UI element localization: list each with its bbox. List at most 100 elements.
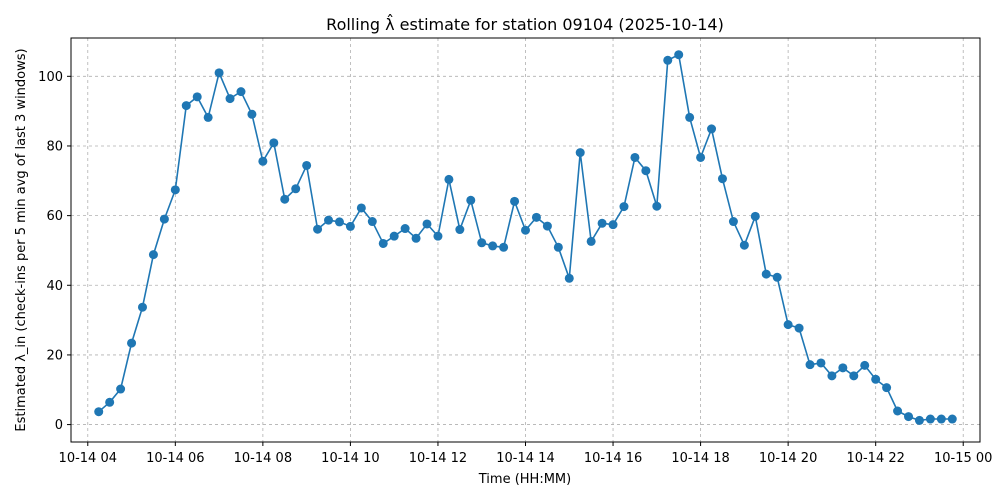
data-point <box>652 201 662 211</box>
data-point <box>630 152 640 162</box>
data-point <box>105 397 115 407</box>
x-tick-label: 10-14 10 <box>321 451 379 466</box>
data-points <box>94 50 957 425</box>
x-axis-label: Time (HH:MM) <box>478 472 571 487</box>
data-point <box>170 185 180 195</box>
data-point <box>674 50 684 60</box>
data-point <box>313 224 323 234</box>
data-point <box>499 242 509 252</box>
data-point <box>827 371 837 381</box>
y-tick-label: 60 <box>46 209 63 224</box>
data-point <box>225 94 235 104</box>
data-point <box>269 138 279 148</box>
data-point <box>772 272 782 282</box>
data-point <box>181 101 191 111</box>
x-tick-label: 10-14 04 <box>59 451 117 466</box>
data-point <box>750 211 760 221</box>
data-point <box>816 358 826 368</box>
data-point <box>324 215 334 225</box>
data-point <box>904 412 914 422</box>
data-point <box>728 217 738 227</box>
data-point <box>411 233 421 243</box>
data-point <box>575 148 585 158</box>
data-point <box>400 224 410 234</box>
data-point <box>258 156 268 166</box>
data-point <box>586 236 596 246</box>
x-tick-label: 10-14 14 <box>496 451 554 466</box>
x-tick-label: 10-14 18 <box>671 451 729 466</box>
data-point <box>761 269 771 279</box>
data-point <box>444 174 454 184</box>
data-point <box>477 238 487 248</box>
x-tick-label: 10-14 12 <box>409 451 467 466</box>
data-point <box>871 374 881 384</box>
data-point <box>619 202 629 212</box>
data-point <box>641 166 651 176</box>
data-point <box>925 414 935 424</box>
data-point <box>860 360 870 370</box>
x-tick-label: 10-14 08 <box>234 451 292 466</box>
data-point <box>466 195 476 205</box>
data-point <box>608 220 618 230</box>
data-point <box>334 217 344 227</box>
grid <box>71 38 980 442</box>
data-point <box>356 203 366 213</box>
data-point <box>116 384 126 394</box>
data-point <box>531 212 541 222</box>
data-point <box>510 196 520 206</box>
data-point <box>203 112 213 122</box>
chart-title: Rolling λ̂ estimate for station 09104 (2… <box>326 14 724 34</box>
data-point <box>739 240 749 250</box>
data-point <box>707 124 717 134</box>
data-point <box>378 238 388 248</box>
data-point <box>663 55 673 65</box>
data-point <box>805 360 815 370</box>
x-tick-label: 10-14 20 <box>759 451 817 466</box>
data-point <box>521 225 530 235</box>
data-point <box>422 219 432 229</box>
data-point <box>433 231 443 241</box>
y-tick-label: 20 <box>46 348 63 363</box>
data-point <box>794 323 804 333</box>
data-point <box>914 415 924 425</box>
data-point <box>947 414 957 424</box>
data-point <box>302 160 312 170</box>
y-tick-label: 40 <box>46 279 63 294</box>
data-point <box>291 184 301 194</box>
data-point <box>214 68 224 78</box>
x-tick-label: 10-14 22 <box>846 451 904 466</box>
data-point <box>389 231 399 241</box>
data-point <box>137 302 147 312</box>
data-point <box>564 273 574 283</box>
data-point <box>838 363 848 373</box>
data-point <box>345 221 355 231</box>
data-point <box>455 225 465 235</box>
x-axis: 10-14 04 10-14 06 10-14 08 10-14 10 10-14 12… <box>59 442 992 466</box>
data-point <box>148 250 158 260</box>
data-point <box>94 407 104 417</box>
data-point <box>597 218 607 228</box>
y-tick-label: 0 <box>55 418 63 433</box>
data-point <box>893 406 903 416</box>
x-tick-label: 10-14 16 <box>584 451 642 466</box>
data-point <box>236 87 246 97</box>
data-point <box>717 174 727 184</box>
data-point <box>280 194 290 204</box>
data-point <box>936 414 946 424</box>
data-point <box>127 338 137 348</box>
data-point <box>553 242 563 252</box>
data-point <box>192 92 202 102</box>
x-tick-label: 10-14 06 <box>146 451 204 466</box>
y-tick-label: 80 <box>46 139 63 154</box>
data-point <box>367 217 377 227</box>
data-point <box>696 152 706 162</box>
data-point <box>685 112 695 122</box>
data-point <box>488 241 498 251</box>
data-point <box>247 109 257 119</box>
data-point <box>849 371 859 381</box>
data-point <box>783 320 793 330</box>
data-point <box>542 221 552 231</box>
y-axis-label: Estimated λ_in (check-ins per 5 min avg … <box>14 48 29 431</box>
data-point <box>882 383 892 393</box>
